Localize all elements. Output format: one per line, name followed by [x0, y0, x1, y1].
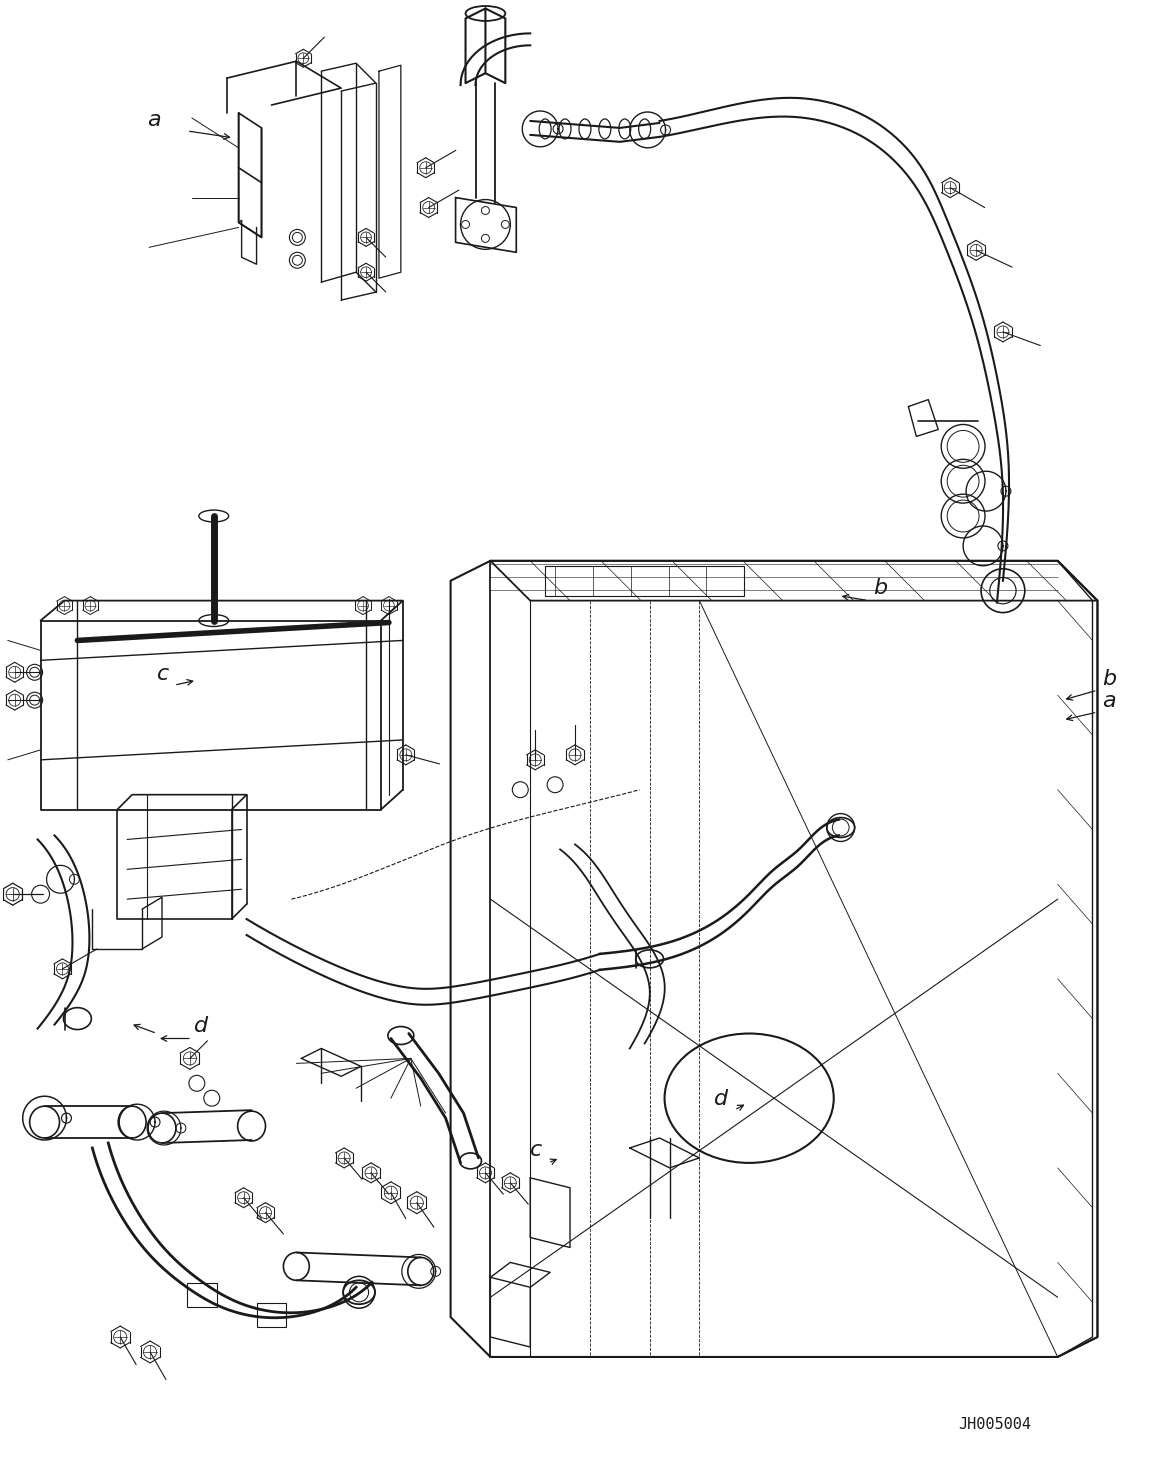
Text: b: b — [874, 577, 887, 597]
Text: a: a — [147, 109, 161, 130]
Text: b: b — [1103, 669, 1116, 689]
Text: d: d — [715, 1090, 729, 1109]
Text: c: c — [531, 1139, 542, 1160]
Bar — [257, 1303, 287, 1327]
Bar — [186, 1284, 216, 1307]
Bar — [546, 565, 745, 596]
Text: JH005004: JH005004 — [958, 1416, 1031, 1432]
Text: a: a — [1103, 691, 1116, 711]
Text: d: d — [193, 1016, 208, 1036]
Text: c: c — [157, 664, 169, 685]
